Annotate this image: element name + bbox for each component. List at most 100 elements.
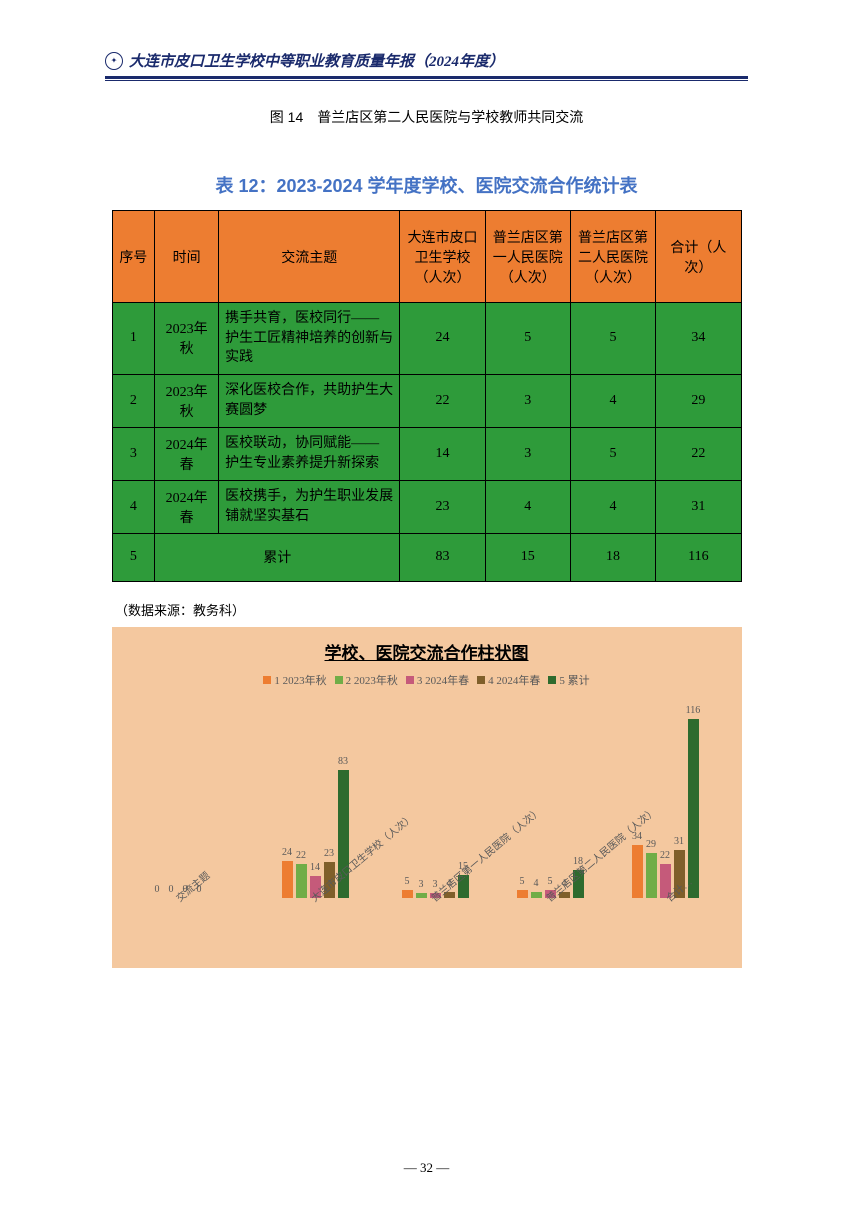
- chart-title: 学校、医院交流合作柱状图: [325, 639, 529, 664]
- school-logo-icon: ✦: [105, 52, 123, 70]
- bar-value-label: 22: [296, 850, 306, 861]
- legend-label: 5 累计: [559, 672, 589, 688]
- table-header: 序号时间交流主题大连市皮口卫生学校（人次）普兰店区第一人民医院（人次）普兰店区第…: [112, 211, 741, 303]
- legend-item: 3 2024年春: [406, 672, 469, 688]
- legend-swatch-icon: [406, 676, 414, 684]
- legend-item: 4 2024年春: [477, 672, 540, 688]
- bar-value-label: 22: [660, 850, 670, 861]
- bar-value-label: 5: [405, 876, 410, 887]
- table-cell: 29: [656, 374, 741, 427]
- legend-item: 2 2023年秋: [335, 672, 398, 688]
- table-cell: 深化医校合作，共助护生大赛圆梦: [219, 374, 400, 427]
- table-cell: 5: [570, 427, 655, 480]
- legend-swatch-icon: [548, 676, 556, 684]
- table-col-header: 普兰店区第一人民医院（人次）: [485, 211, 570, 303]
- table-cell: 4: [485, 480, 570, 533]
- table-col-header: 大连市皮口卫生学校（人次）: [400, 211, 485, 303]
- legend-label: 1 2023年秋: [274, 672, 326, 688]
- table-col-header: 时间: [155, 211, 219, 303]
- header-rule-thin: [105, 80, 748, 81]
- source-note: （数据来源：教务科）: [115, 600, 853, 619]
- table-row: 12023年秋携手共育，医校同行—— 护生工匠精神培养的创新与实践245534: [112, 303, 741, 375]
- table-cell: 31: [656, 480, 741, 533]
- table-cell: 3: [485, 374, 570, 427]
- table-cell: 累计: [155, 533, 400, 581]
- table-cell: 5: [570, 303, 655, 375]
- legend-swatch-icon: [263, 676, 271, 684]
- bar: 5: [517, 890, 528, 898]
- bar: 24: [282, 861, 293, 898]
- bar-value-label: 24: [282, 847, 292, 858]
- table-cell: 4: [112, 480, 155, 533]
- bar-value-label: 23: [324, 848, 334, 859]
- table-cell: 24: [400, 303, 485, 375]
- bar-value-label: 83: [338, 756, 348, 767]
- table-cell: 18: [570, 533, 655, 581]
- page-header: ✦ 大连市皮口卫生学校中等职业教育质量年报（2024年度）: [0, 0, 853, 77]
- header-rule-thick: [105, 76, 748, 79]
- table-cell: 医校联动，协同赋能—— 护生专业素养提升新探索: [219, 427, 400, 480]
- table-cell: 1: [112, 303, 155, 375]
- table-cell: 2024年春: [155, 427, 219, 480]
- bar: 29: [646, 853, 657, 898]
- table-body: 12023年秋携手共育，医校同行—— 护生工匠精神培养的创新与实践2455342…: [112, 303, 741, 582]
- bar: 116: [688, 719, 699, 897]
- table-cell: 5: [485, 303, 570, 375]
- table-cell: 3: [485, 427, 570, 480]
- table-cell: 5: [112, 533, 155, 581]
- bar-value-label: 4: [534, 878, 539, 889]
- bar: 34: [632, 845, 643, 897]
- table-cell: 22: [400, 374, 485, 427]
- bar-value-label: 31: [674, 836, 684, 847]
- bar: 4: [531, 892, 542, 898]
- table-cell: 3: [112, 427, 155, 480]
- table-cell: 4: [570, 374, 655, 427]
- table-cell: 23: [400, 480, 485, 533]
- bar: 22: [296, 864, 307, 898]
- x-axis-label: 交流主题: [172, 867, 212, 904]
- table-cell: 83: [400, 533, 485, 581]
- table-col-header: 交流主题: [219, 211, 400, 303]
- header-text: 大连市皮口卫生学校中等职业教育质量年报（2024年度）: [129, 50, 504, 71]
- legend-item: 1 2023年秋: [263, 672, 326, 688]
- legend-label: 2 2023年秋: [346, 672, 398, 688]
- bar: 5: [402, 890, 413, 898]
- table-col-header: 普兰店区第二人民医院（人次）: [570, 211, 655, 303]
- bar-value-label: 29: [646, 839, 656, 850]
- bar-value-label: 3: [419, 879, 424, 890]
- table-header-row: 序号时间交流主题大连市皮口卫生学校（人次）普兰店区第一人民医院（人次）普兰店区第…: [112, 211, 741, 303]
- legend-label: 4 2024年春: [488, 672, 540, 688]
- bar-value-label: 5: [520, 876, 525, 887]
- legend-swatch-icon: [335, 676, 343, 684]
- chart-legend: 1 2023年秋 2 2023年秋 3 2024年春 4 2024年春 5 累计: [122, 672, 732, 688]
- table-cell: 4: [570, 480, 655, 533]
- table-title: 表 12：2023-2024 学年度学校、医院交流合作统计表: [0, 172, 853, 198]
- chart-plot: 0000242214238353341554541834292231116交流主…: [122, 698, 732, 958]
- bar-value-label: 14: [310, 862, 320, 873]
- legend-swatch-icon: [477, 676, 485, 684]
- exchange-table: 序号时间交流主题大连市皮口卫生学校（人次）普兰店区第一人民医院（人次）普兰店区第…: [112, 210, 742, 582]
- table-row: 22023年秋深化医校合作，共助护生大赛圆梦223429: [112, 374, 741, 427]
- table-cell: 2024年春: [155, 480, 219, 533]
- table-cell: 34: [656, 303, 741, 375]
- table-col-header: 合计（人次）: [656, 211, 741, 303]
- table-cell: 携手共育，医校同行—— 护生工匠精神培养的创新与实践: [219, 303, 400, 375]
- table-cell: 医校携手，为护生职业发展铺就坚实基石: [219, 480, 400, 533]
- legend-item: 5 累计: [548, 672, 589, 688]
- figure-caption: 图 14 普兰店区第二人民医院与学校教师共同交流: [0, 107, 853, 127]
- legend-label: 3 2024年春: [417, 672, 469, 688]
- table-col-header: 序号: [112, 211, 155, 303]
- page-number: — 32 —: [0, 1160, 853, 1176]
- table-cell: 15: [485, 533, 570, 581]
- bar-value-label: 0: [155, 884, 160, 895]
- bar: 3: [416, 893, 427, 898]
- bar-chart: 学校、医院交流合作柱状图 1 2023年秋 2 2023年秋 3 2024年春 4 2…: [112, 627, 742, 968]
- table-cell: 2: [112, 374, 155, 427]
- table-row-total: 5累计831518116: [112, 533, 741, 581]
- table-cell: 2023年秋: [155, 303, 219, 375]
- bar-value-label: 116: [686, 705, 701, 716]
- table-cell: 116: [656, 533, 741, 581]
- table-cell: 22: [656, 427, 741, 480]
- table-cell: 2023年秋: [155, 374, 219, 427]
- table-cell: 14: [400, 427, 485, 480]
